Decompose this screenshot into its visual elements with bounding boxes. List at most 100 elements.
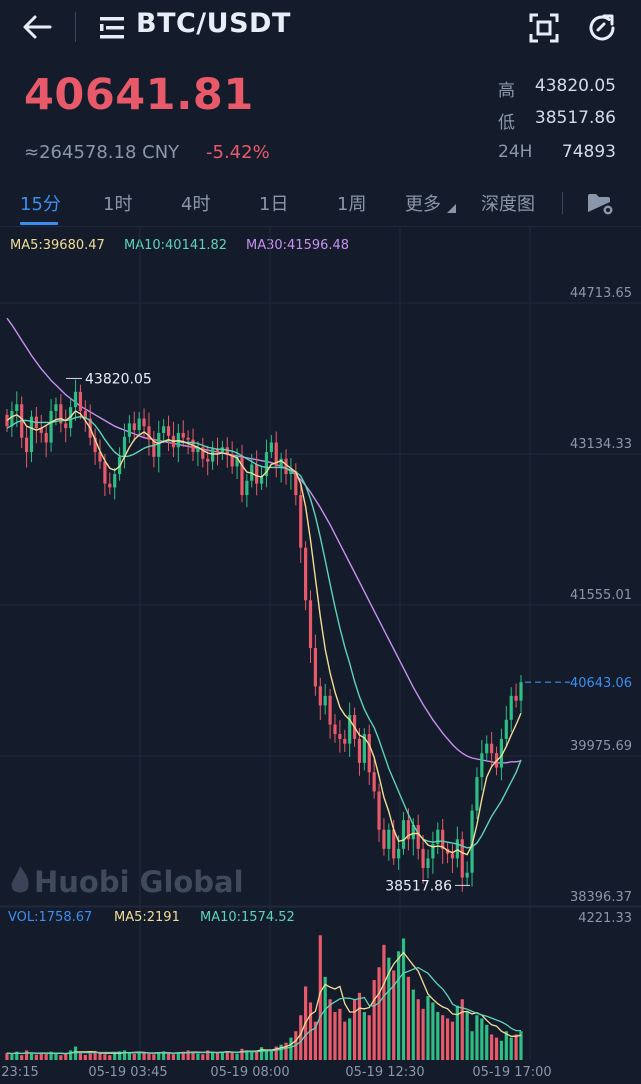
candle [362, 728, 366, 771]
volume-bar [49, 1051, 53, 1060]
candle-body [431, 844, 435, 859]
candle [401, 811, 406, 855]
candle [421, 834, 425, 884]
time-tick-label: 05-19 03:45 [88, 1065, 167, 1080]
tabs-divider [0, 226, 641, 227]
volume-bar [421, 1008, 425, 1060]
volume-bar [431, 1002, 435, 1060]
candle [15, 391, 19, 427]
tab-more[interactable]: 更多 [405, 190, 456, 216]
candle-body [264, 452, 269, 476]
ma10-indicator: MA10:40141.82 [124, 238, 228, 253]
tab-4h[interactable]: 4时 [181, 194, 211, 215]
tab-15m[interactable]: 15分 [20, 194, 61, 215]
volume-bar [485, 1024, 489, 1060]
volume-bar [401, 938, 406, 1060]
volume-bar [171, 1054, 176, 1060]
candle-body [490, 743, 494, 754]
volume-bar [20, 1055, 24, 1060]
ma30-indicator: MA30:41596.48 [246, 238, 350, 253]
header-divider [75, 12, 76, 42]
stat-low-label: 低 [498, 113, 515, 133]
candle-body [519, 682, 523, 701]
refresh-icon[interactable] [586, 12, 618, 44]
candle-body [377, 791, 381, 830]
low-marker-label: 38517.86 [385, 878, 452, 894]
volume-bar [225, 1051, 229, 1060]
volume-bar [255, 1051, 259, 1060]
candle-body [225, 447, 229, 455]
volume-bar [264, 1049, 269, 1060]
volume-bar [230, 1052, 234, 1060]
candle [157, 420, 161, 473]
candle-body [24, 437, 29, 453]
candle-body [122, 436, 127, 457]
tab-depth[interactable]: 深度图 [481, 194, 535, 215]
candle-body [15, 404, 19, 411]
candle [59, 394, 63, 433]
candle [166, 415, 171, 452]
volume-bar [142, 1052, 146, 1060]
volume-bar [377, 967, 381, 1060]
candle-body [343, 738, 347, 744]
candle [20, 396, 24, 449]
candle-body [10, 410, 14, 427]
candle-body [313, 648, 317, 687]
volume-bar [333, 1012, 337, 1060]
volume-bar [147, 1053, 151, 1060]
candle-body [69, 407, 73, 429]
candle [450, 844, 455, 874]
stat-high-label: 高 [498, 81, 515, 101]
volume-bar [445, 1018, 450, 1060]
triangle-down-icon [446, 204, 456, 213]
candle [348, 702, 352, 758]
candle [436, 822, 440, 855]
candle [284, 449, 288, 485]
candle [426, 849, 430, 879]
last-price: 40641.81 [24, 70, 254, 120]
candle-body [401, 820, 406, 849]
candle-body [455, 839, 459, 859]
candle-body [328, 695, 332, 725]
candle [215, 437, 220, 466]
candle [308, 590, 313, 663]
arrow-left-icon[interactable] [20, 12, 54, 42]
volume-bar [64, 1054, 68, 1060]
tab-1w[interactable]: 1周 [337, 194, 367, 215]
list-menu-icon[interactable] [98, 14, 128, 42]
ma30-line [6, 317, 522, 764]
candle [225, 437, 229, 468]
candle-body [98, 452, 102, 462]
tab-1d[interactable]: 1日 [259, 194, 289, 215]
tab-1h[interactable]: 1时 [103, 194, 133, 215]
candle [338, 720, 342, 753]
volume-bar [519, 1031, 523, 1060]
candle [230, 441, 234, 474]
volume-bar [338, 1008, 342, 1060]
candle-body [514, 695, 518, 701]
candle-body [255, 464, 259, 484]
period-tabs: 15分 1时 4时 1日 1周 更多 深度图 [0, 182, 641, 225]
fullscreen-icon[interactable] [528, 12, 560, 44]
candle [475, 767, 479, 820]
chart-settings-icon[interactable] [586, 188, 616, 218]
candle-body [108, 483, 112, 488]
candle [328, 688, 332, 739]
candle [113, 467, 117, 500]
candle-body [299, 495, 303, 548]
volume-bar [352, 999, 357, 1060]
candle-body [392, 829, 396, 859]
volume-bar [59, 1055, 63, 1060]
stat-24h-value: 74893 [561, 142, 616, 162]
candle-body [348, 714, 352, 744]
candle [289, 458, 293, 490]
candle-body [480, 753, 484, 778]
candle [49, 399, 53, 452]
volume-bar [166, 1053, 171, 1060]
candle-body [304, 547, 308, 601]
volume-bar [348, 1018, 352, 1060]
candle [171, 421, 176, 458]
pair-title[interactable]: BTC/USDT [136, 8, 291, 39]
candle-body [240, 456, 244, 496]
